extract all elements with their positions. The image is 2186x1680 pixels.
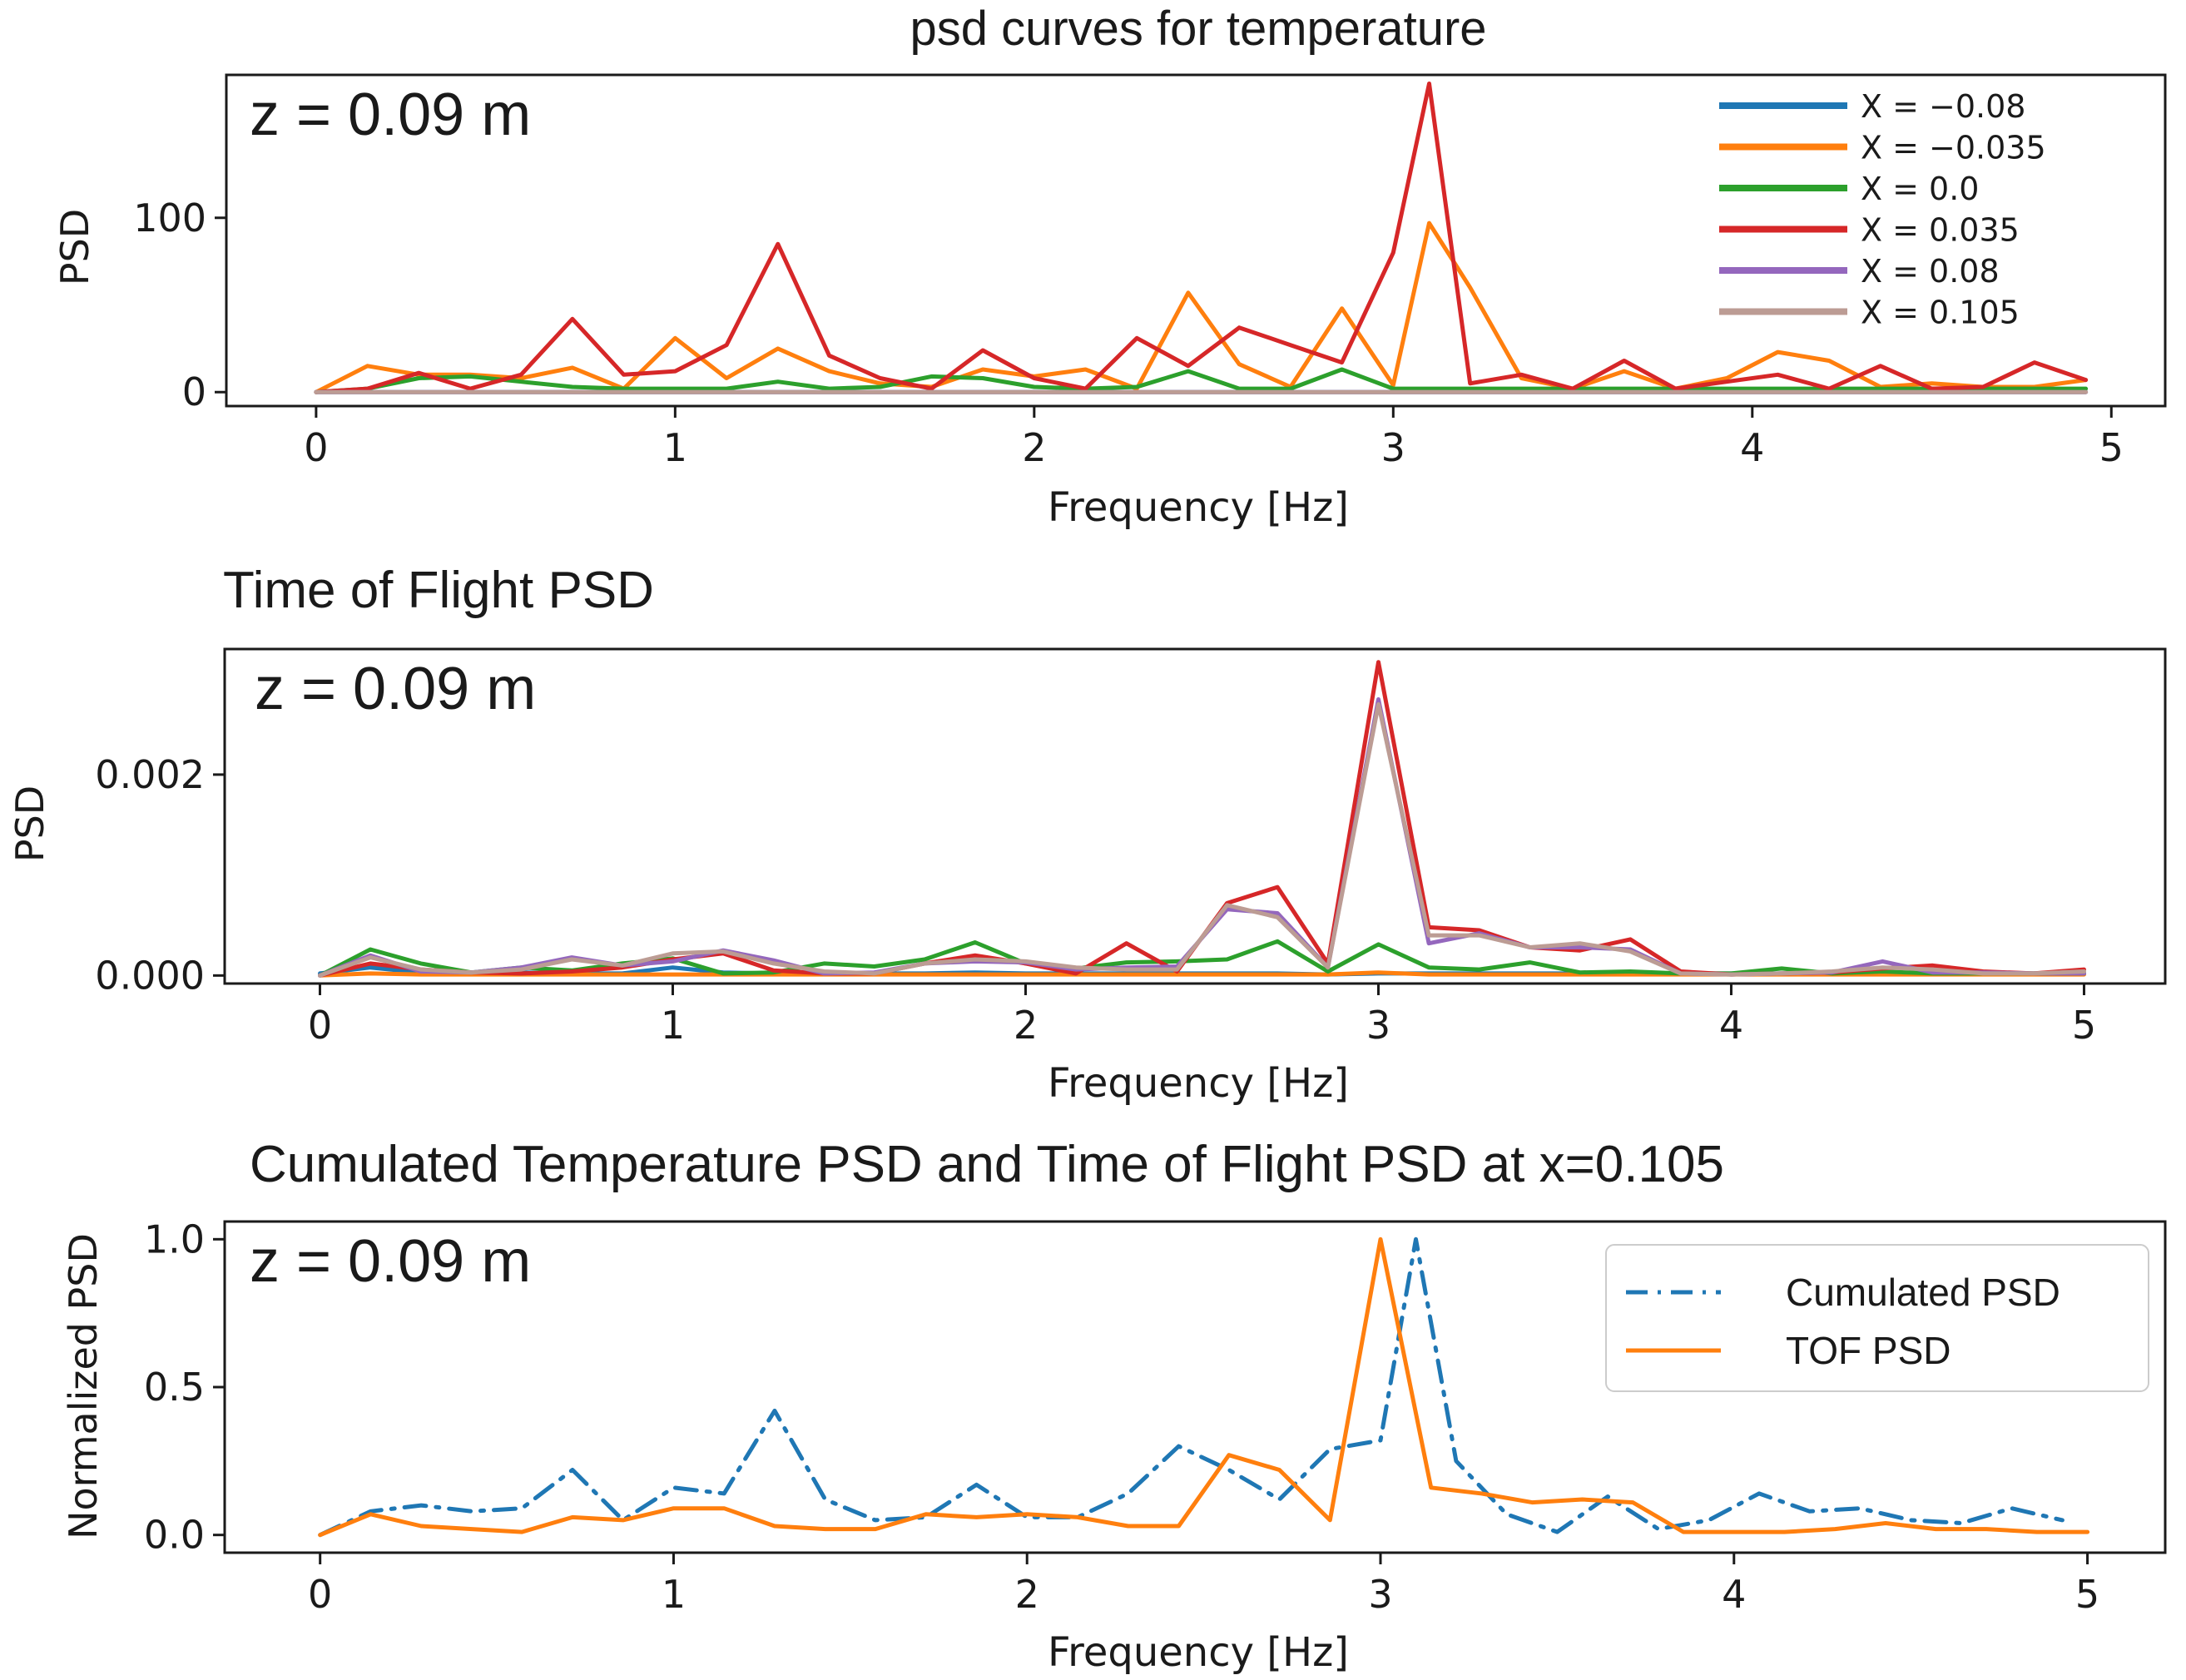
x-tick-label: 5: [2072, 1003, 2096, 1048]
x-tick-label: 1: [663, 425, 687, 470]
series-line-x-0.035: [318, 660, 2086, 978]
legend-label: X = 0.035: [1861, 212, 2020, 249]
series-line-x-0.035: [314, 82, 2089, 394]
x-tick-label: 1: [661, 1003, 685, 1048]
y-tick-label: 1.0: [144, 1217, 205, 1261]
depth-annotation: z = 0.09 m: [255, 656, 536, 722]
x-tick-label: 4: [1722, 1572, 1746, 1617]
panel-normalized-psd: Cumulated Temperature PSD and Time of Fl…: [61, 1136, 2167, 1676]
series-line-x-0.105: [318, 701, 2086, 978]
depth-annotation: z = 0.09 m: [250, 82, 531, 148]
plot-area: [225, 73, 2167, 408]
chart-title: Time of Flight PSD: [223, 562, 654, 619]
x-tick-label: 3: [1368, 1572, 1392, 1617]
y-tick-label: 0.5: [144, 1365, 205, 1410]
x-tick-label: 3: [1381, 425, 1405, 470]
depth-annotation: z = 0.09 m: [250, 1228, 531, 1295]
legend-label: Cumulated PSD: [1786, 1271, 2060, 1314]
x-tick-label: 1: [662, 1572, 686, 1617]
legend-label: X = 0.0: [1861, 171, 1979, 207]
legend: X = −0.08 X = −0.035 X = 0.0 X = 0.035 X = 0…: [1719, 88, 2046, 331]
y-axis-label: PSD: [52, 209, 97, 285]
series-line-x-0.0: [314, 367, 2089, 394]
x-axis-label: Frequency [Hz]: [1048, 1629, 1349, 1676]
x-axis-label: Frequency [Hz]: [1048, 1060, 1349, 1107]
legend-frame: [1605, 1244, 2149, 1392]
y-axis-label: Normalized PSD: [61, 1233, 106, 1539]
y-tick-label: 100: [133, 196, 206, 240]
legend-label: X = −0.08: [1861, 88, 2025, 125]
x-tick-label: 0: [308, 1003, 332, 1048]
x-tick-label: 0: [308, 1572, 332, 1617]
x-axis-label: Frequency [Hz]: [1048, 484, 1349, 531]
panel-tof-psd: Time of Flight PSD z = 0.09 m PSD Freque…: [7, 562, 2167, 1107]
legend: Cumulated PSD TOF PSD: [1605, 1244, 2149, 1392]
y-tick-label: 0.002: [95, 752, 205, 797]
legend-label: X = −0.035: [1861, 130, 2046, 166]
x-tick-label: 2: [1022, 425, 1046, 470]
y-tick-label: 0.000: [95, 953, 205, 998]
legend-label: TOF PSD: [1786, 1329, 1951, 1372]
legend-label: X = 0.105: [1861, 295, 2020, 331]
y-tick-label: 0: [182, 369, 206, 414]
series-line-cumulated-psd: [318, 1236, 2065, 1538]
series-line-x-0.035: [314, 221, 2089, 394]
x-tick-label: 3: [1366, 1003, 1390, 1048]
series-line-tof-psd: [318, 1236, 2090, 1538]
panel-temperature-psd: psd curves for temperature z = 0.09 m PS…: [52, 2, 2167, 531]
x-tick-label: 2: [1014, 1003, 1038, 1048]
y-tick-label: 0.0: [144, 1513, 205, 1558]
plot-area: [223, 647, 2167, 985]
x-tick-label: 2: [1015, 1572, 1039, 1617]
x-tick-label: 5: [2099, 425, 2124, 470]
x-tick-label: 4: [1719, 1003, 1743, 1048]
chart-title: Cumulated Temperature PSD and Time of Fl…: [250, 1136, 1724, 1193]
x-tick-label: 4: [1740, 425, 1764, 470]
x-tick-label: 0: [304, 425, 328, 470]
y-axis-label: PSD: [7, 785, 52, 862]
x-tick-label: 5: [2075, 1572, 2099, 1617]
chart-title: psd curves for temperature: [910, 2, 1486, 56]
legend-label: X = 0.08: [1861, 253, 2000, 290]
